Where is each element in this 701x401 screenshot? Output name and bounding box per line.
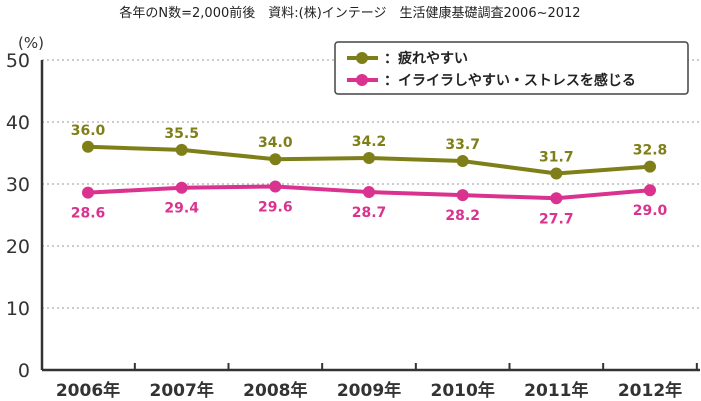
series-1-point-2006年	[82, 140, 94, 153]
series-1-data-label-2006年: 36.0	[71, 123, 106, 139]
y-tick-label-20: 20	[6, 236, 30, 258]
series-2-point-2006年	[82, 186, 94, 199]
series-1-point-2009年	[363, 151, 375, 164]
y-tick-label-50: 50	[6, 50, 30, 72]
series-2-data-label-2011年: 27.7	[539, 211, 574, 227]
axes: 0 10 20 30 40 50 2006年 2007年 2008年 2009年 2010年 2011…	[6, 50, 700, 401]
x-tick-label-2009年: 2009年	[337, 380, 401, 401]
series-2-point-2010年	[456, 189, 469, 202]
legend-swatch-marker-1	[356, 52, 368, 64]
series-1-data-label-2008年: 34.0	[258, 135, 293, 151]
series-2: 28.6 29.4 29.6 28.7 28.2 27.7 29.0	[71, 180, 668, 227]
legend-label-2: ：イライラしやすい・ストレスを感じる	[384, 72, 636, 89]
series-1-point-2008年	[269, 153, 282, 166]
series-2-data-label-2012年: 29.0	[633, 203, 668, 219]
series-1-point-2007年	[175, 143, 188, 156]
grid-lines	[42, 59, 700, 309]
series-1-point-2010年	[456, 155, 469, 168]
series-2-data-label-2009年: 28.7	[352, 205, 387, 221]
legend-box	[334, 41, 689, 95]
x-tick-label-2010年: 2010年	[431, 380, 495, 401]
series-1-data-label-2011年: 31.7	[539, 149, 574, 165]
x-tick-label-2006年: 2006年	[56, 380, 120, 401]
series-1-data-label-2007年: 35.5	[164, 126, 199, 142]
series-2-point-2009年	[363, 186, 375, 199]
y-tick-label-30: 30	[6, 174, 30, 196]
x-tick-label-2012年: 2012年	[618, 380, 682, 401]
series-2-point-2011年	[550, 192, 563, 205]
series-layer: 36.0 35.5 34.0 34.2 33.7 31.7 32.8 28.6 29.4 29.6…	[71, 123, 668, 227]
series-1-point-2011年	[550, 167, 563, 180]
chart-note: 各年のN数=2,000前後 資料:(株)インテージ 生活健康基礎調査2006~2…	[119, 5, 580, 21]
series-2-point-2012年	[644, 184, 656, 197]
series-1-data-label-2009年: 34.2	[352, 134, 387, 150]
series-2-point-2008年	[269, 180, 282, 193]
series-1: 36.0 35.5 34.0 34.2 33.7 31.7 32.8	[71, 123, 668, 180]
x-tick-label-2008年: 2008年	[243, 380, 307, 401]
legend: ：疲れやすい ：イライラしやすい・ストレスを感じる	[334, 41, 689, 95]
y-tick-label-0: 0	[18, 360, 30, 382]
series-1-data-label-2012年: 32.8	[633, 143, 668, 159]
legend-label-1: ：疲れやすい	[384, 50, 468, 67]
series-2-data-label-2007年: 29.4	[164, 201, 199, 217]
x-tick-label-2007年: 2007年	[150, 380, 214, 401]
series-1-data-label-2010年: 33.7	[445, 137, 480, 153]
legend-swatch-marker-2	[356, 74, 368, 86]
y-tick-label-10: 10	[6, 298, 30, 320]
y-tick-label-40: 40	[6, 112, 30, 134]
series-2-data-label-2006年: 28.6	[71, 206, 106, 222]
series-2-data-label-2008年: 29.6	[258, 199, 293, 215]
series-2-data-label-2010年: 28.2	[445, 208, 480, 224]
y-axis-unit-label: (%)	[18, 34, 44, 52]
x-tick-label-2011年: 2011年	[524, 380, 588, 401]
series-1-point-2012年	[644, 160, 656, 173]
series-2-point-2007年	[175, 181, 188, 194]
